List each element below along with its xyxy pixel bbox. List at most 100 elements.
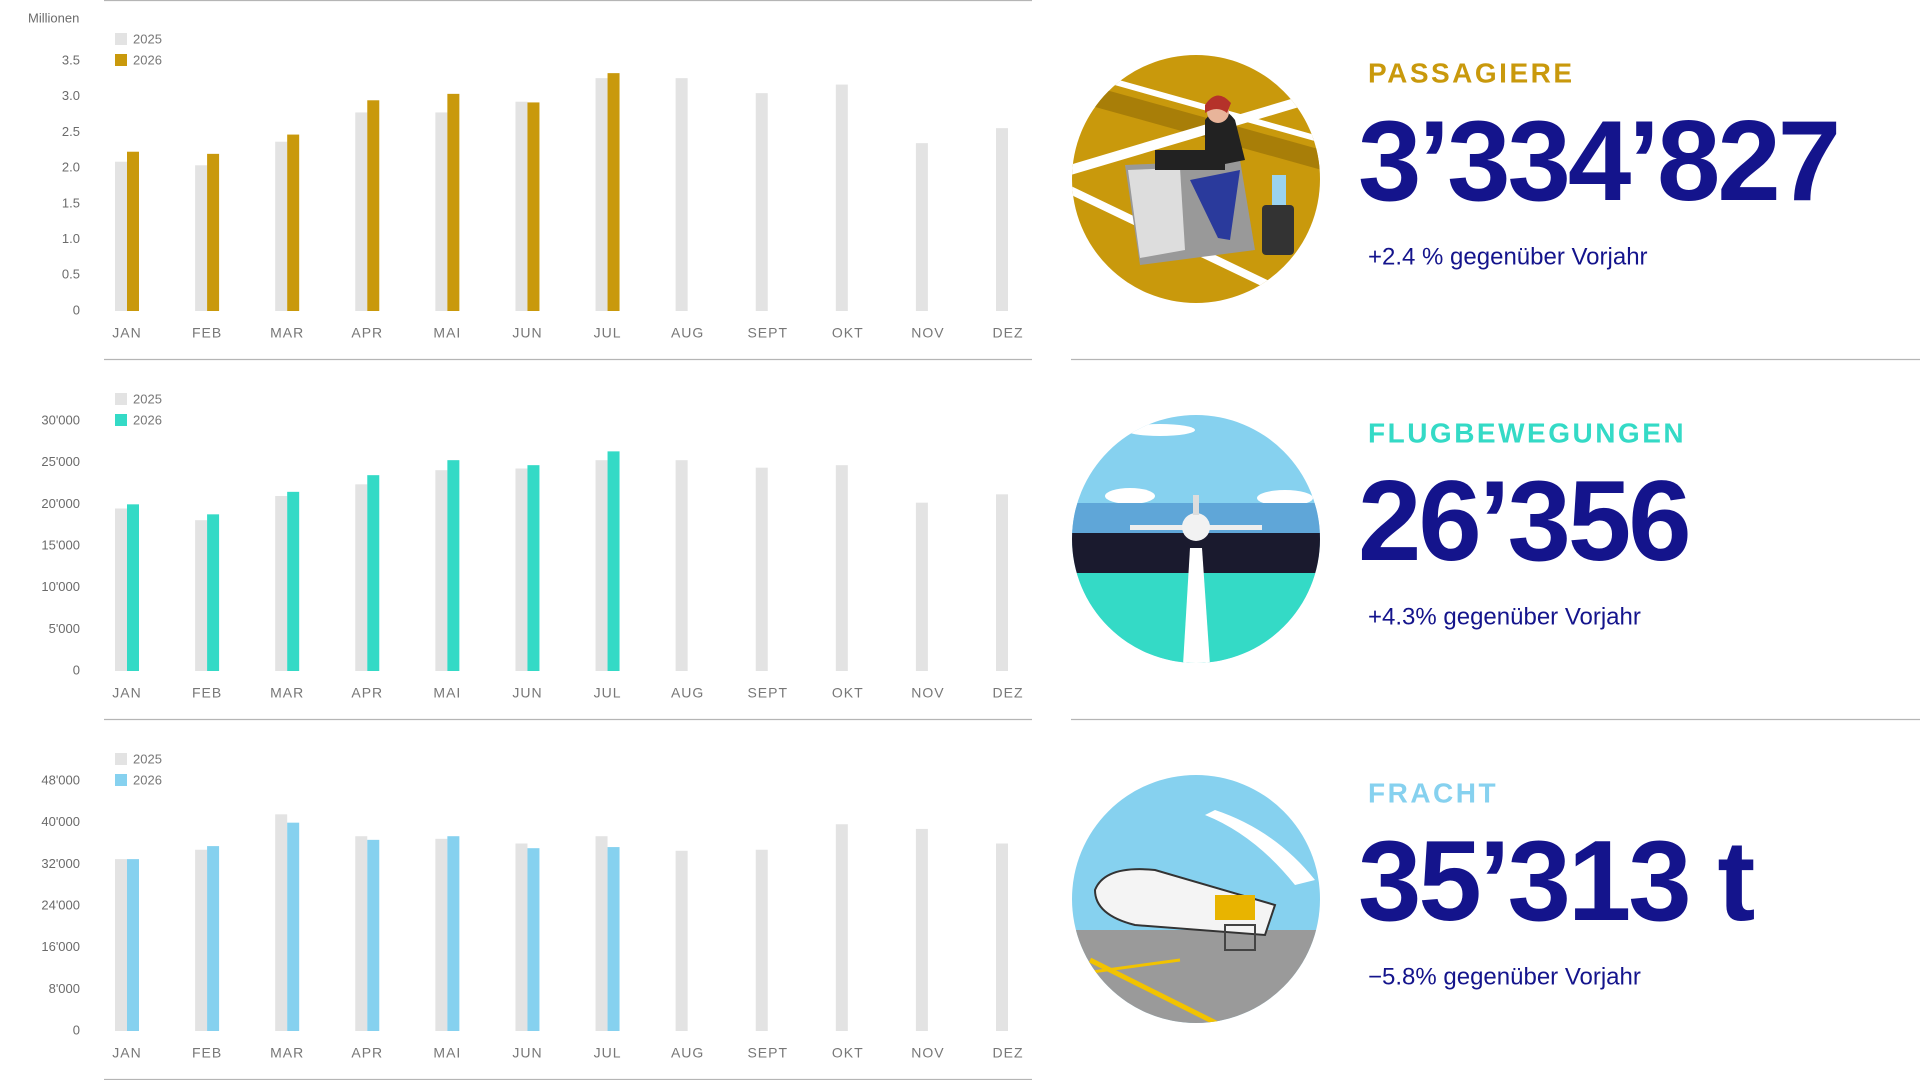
bar <box>115 161 127 311</box>
bar <box>915 502 928 671</box>
x-tick-label: JUL <box>594 685 622 701</box>
legend-label: 2025 <box>133 751 162 766</box>
bar <box>915 143 928 311</box>
x-tick-label: MAI <box>433 685 461 701</box>
x-tick-label: FEB <box>192 325 222 341</box>
x-tick-label: APR <box>351 1045 383 1061</box>
bar <box>287 491 300 671</box>
bar <box>527 102 540 311</box>
kpi-title: PASSAGIERE <box>1368 57 1575 88</box>
x-tick-label: NOV <box>911 1045 944 1061</box>
bar <box>195 520 208 671</box>
x-tick-label: SEPT <box>747 1045 788 1061</box>
x-tick-label: MAI <box>433 1045 461 1061</box>
y-axis-label: Millionen <box>28 10 79 25</box>
bar <box>287 822 300 1031</box>
bar <box>527 848 540 1031</box>
bar <box>755 849 768 1031</box>
legend-label: 2026 <box>133 772 162 787</box>
kpi-change: −5.8% gegenüber Vorjahr <box>1368 963 1641 990</box>
x-tick-label: OKT <box>832 325 864 341</box>
bar <box>275 141 288 311</box>
x-tick-label: JAN <box>112 325 141 341</box>
legend-swatch <box>115 33 127 45</box>
y-tick-label: 0.5 <box>62 267 80 282</box>
bar <box>675 460 688 671</box>
x-tick-label: JUN <box>512 325 542 341</box>
x-tick-label: FEB <box>192 685 222 701</box>
x-tick-label: DEZ <box>993 325 1024 341</box>
bar <box>367 475 380 671</box>
bar <box>207 153 220 311</box>
bar <box>367 839 380 1031</box>
bar <box>996 843 1008 1031</box>
x-tick-label: MAI <box>433 325 461 341</box>
bar <box>447 836 460 1031</box>
y-tick-label: 48'000 <box>41 772 80 787</box>
bar <box>435 470 448 671</box>
kpi-value: 3’334’827 <box>1358 98 1838 225</box>
y-tick-label: 1.0 <box>62 231 80 246</box>
bar <box>595 460 608 671</box>
bar <box>447 93 460 311</box>
kpi-title: FLUGBEWEGUNGEN <box>1368 417 1686 448</box>
bar <box>515 468 528 671</box>
bar <box>675 78 688 312</box>
bar <box>115 508 127 671</box>
bar <box>287 134 300 311</box>
bar <box>127 859 139 1031</box>
bar <box>595 78 608 312</box>
x-tick-label: JUN <box>512 685 542 701</box>
bar <box>207 514 220 671</box>
y-tick-label: 32'000 <box>41 856 80 871</box>
bar <box>755 93 768 312</box>
bar <box>835 84 848 311</box>
x-tick-label: NOV <box>911 685 944 701</box>
y-tick-label: 3.0 <box>62 88 80 103</box>
bar <box>115 859 127 1031</box>
y-tick-label: 10'000 <box>41 579 80 594</box>
y-tick-label: 2.0 <box>62 160 80 175</box>
bar <box>355 484 368 671</box>
y-tick-label: 5'000 <box>49 621 80 636</box>
y-tick-label: 2.5 <box>62 124 80 139</box>
bar <box>996 128 1008 311</box>
bar <box>127 151 139 311</box>
x-tick-label: MAR <box>270 1045 304 1061</box>
x-tick-label: DEZ <box>993 685 1024 701</box>
kpi-change: +4.3% gegenüber Vorjahr <box>1368 603 1641 630</box>
x-tick-label: JAN <box>112 1045 141 1061</box>
legend-swatch <box>115 54 127 66</box>
runway-illustration <box>1072 415 1320 663</box>
y-tick-label: 3.5 <box>62 52 80 67</box>
bar <box>355 836 368 1031</box>
x-tick-label: APR <box>351 325 383 341</box>
bar <box>996 494 1008 671</box>
passenger-illustration <box>1072 55 1320 303</box>
x-tick-label: MAR <box>270 325 304 341</box>
bar <box>355 112 368 311</box>
legend-label: 2026 <box>133 52 162 67</box>
bar <box>755 467 768 671</box>
bar <box>835 824 848 1031</box>
x-tick-label: JUL <box>594 325 622 341</box>
legend-label: 2025 <box>133 391 162 406</box>
x-tick-label: JUN <box>512 1045 542 1061</box>
kpi-value: 35’313 t <box>1358 818 1754 945</box>
bar <box>447 460 460 671</box>
y-tick-label: 16'000 <box>41 939 80 954</box>
bar <box>275 496 288 671</box>
bar <box>435 838 448 1031</box>
cargo-illustration <box>1072 775 1320 1023</box>
bar <box>515 101 528 311</box>
legend-swatch <box>115 414 127 426</box>
y-tick-label: 24'000 <box>41 897 80 912</box>
x-tick-label: SEPT <box>747 325 788 341</box>
bar <box>527 465 540 671</box>
bar <box>367 100 380 312</box>
y-tick-label: 20'000 <box>41 496 80 511</box>
x-tick-label: SEPT <box>747 685 788 701</box>
bar <box>195 165 208 311</box>
bar <box>607 73 620 312</box>
